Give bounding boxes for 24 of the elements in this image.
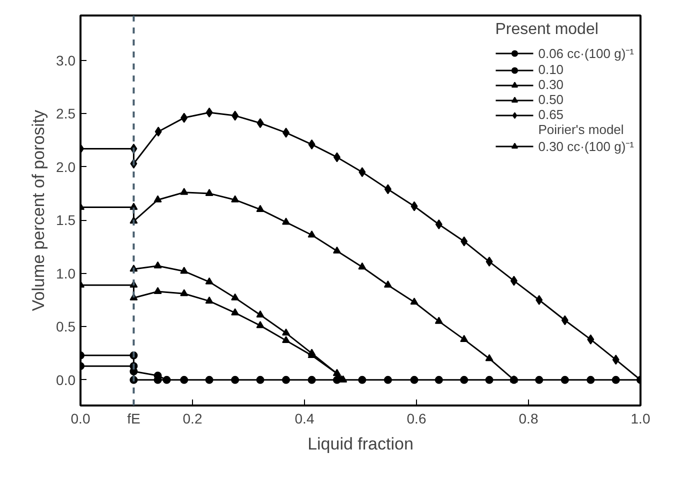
x-tick-label: fE [127,410,140,426]
y-tick-label: 3.0 [56,52,76,68]
y-tick-label: 2.0 [56,158,76,175]
x-tick-label: 0.2 [182,410,202,426]
legend-label: 0.30 [538,77,564,92]
y-tick-label: 0.5 [56,318,76,335]
legend-label: 0.06 cc·(100 g)⁻¹ [538,45,634,62]
y-tick-label: 0.0 [56,372,76,388]
x-tick-label: 0.4 [294,410,314,426]
y-tick-label: 1.0 [56,265,76,282]
y-axis-title: Volume percent of porosity [29,109,48,312]
legend-title: Present model [495,21,600,39]
legend-label: 0.30 cc·(100 g)⁻¹ [538,138,634,155]
x-axis-title: Liquid fraction [308,434,414,454]
legend-label: 0.50 [538,92,564,107]
legend-label: 0.65 [538,107,564,122]
y-tick-label: 2.5 [56,106,76,122]
x-tick-label: 0.6 [406,410,426,426]
x-tick-label: 0.8 [518,410,538,426]
y-tick-label: 1.5 [56,212,76,228]
text: 0.0 [70,410,90,426]
annotation: Poirier's model [538,122,624,137]
legend-label: 0.10 [538,62,564,77]
x-tick-label: 1.0 [630,410,650,426]
